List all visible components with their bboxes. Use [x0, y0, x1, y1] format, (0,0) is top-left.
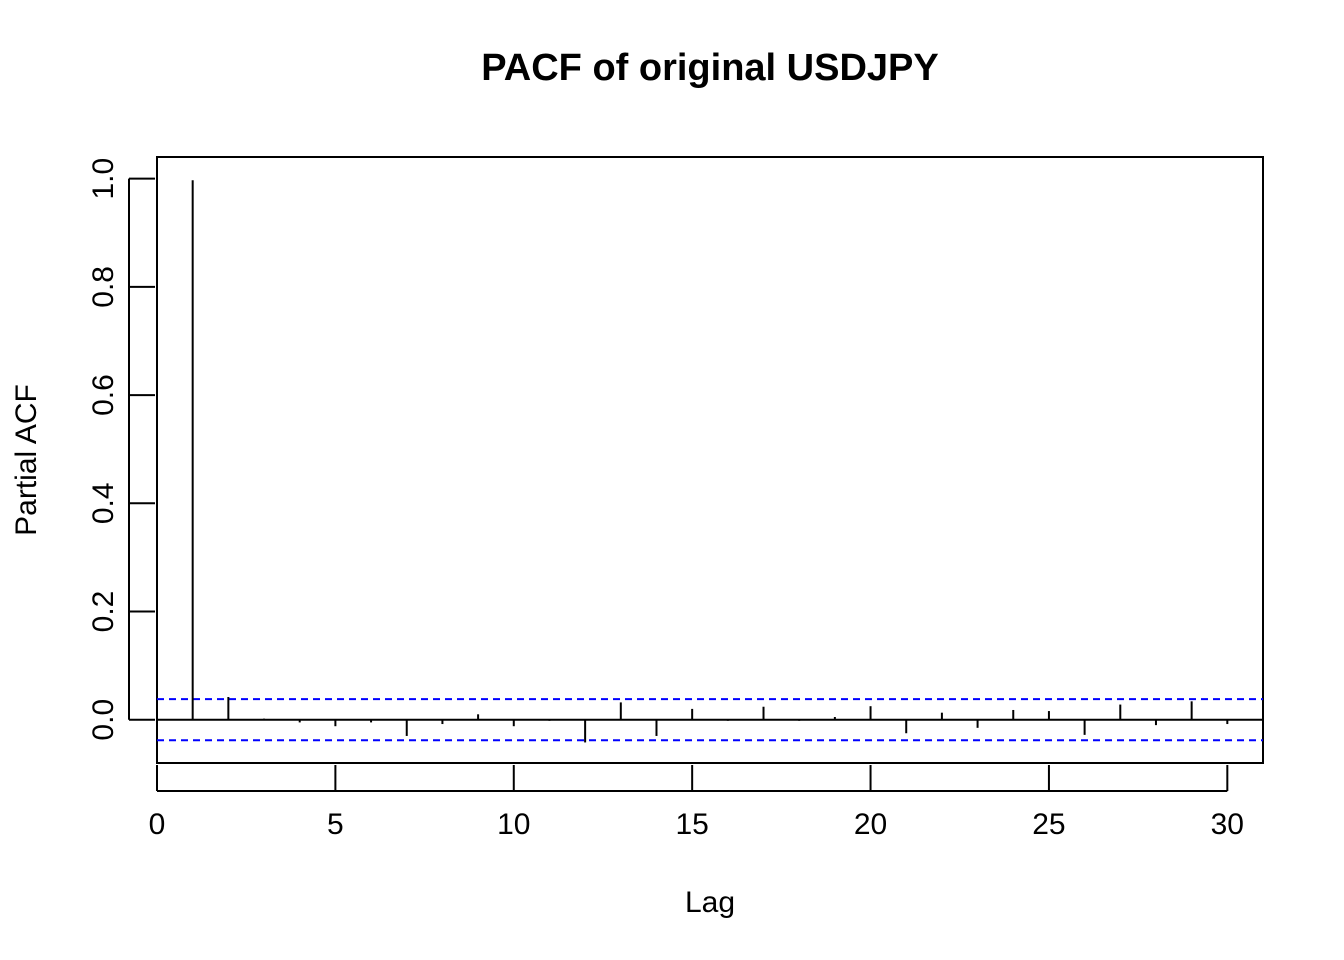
x-tick-label-15: 15 — [675, 808, 708, 841]
plot-frame — [156, 156, 1264, 764]
x-tick-label-5: 5 — [327, 808, 344, 841]
x-axis-label: Lag — [685, 886, 735, 919]
x-tick-label-25: 25 — [1032, 808, 1065, 841]
x-tick-label-10: 10 — [497, 808, 530, 841]
y-tick-label-1.0: 1.0 — [87, 158, 120, 200]
chart-title: PACF of original USDJPY — [481, 47, 938, 89]
x-tick-label-0: 0 — [149, 808, 166, 841]
y-tick-label-0.6: 0.6 — [87, 374, 120, 416]
x-tick-label-30: 30 — [1211, 808, 1244, 841]
y-tick-label-0.0: 0.0 — [87, 699, 120, 741]
x-tick-label-20: 20 — [854, 808, 887, 841]
y-tick-label-0.2: 0.2 — [87, 591, 120, 633]
y-tick-label-0.8: 0.8 — [87, 266, 120, 308]
plot-area: 0 5 10 15 20 25 30 0.0 0.2 0.4 0.6 0.8 1.0 — [87, 156, 1264, 841]
y-tick-label-0.4: 0.4 — [87, 482, 120, 524]
y-axis-label: Partial ACF — [10, 384, 43, 536]
